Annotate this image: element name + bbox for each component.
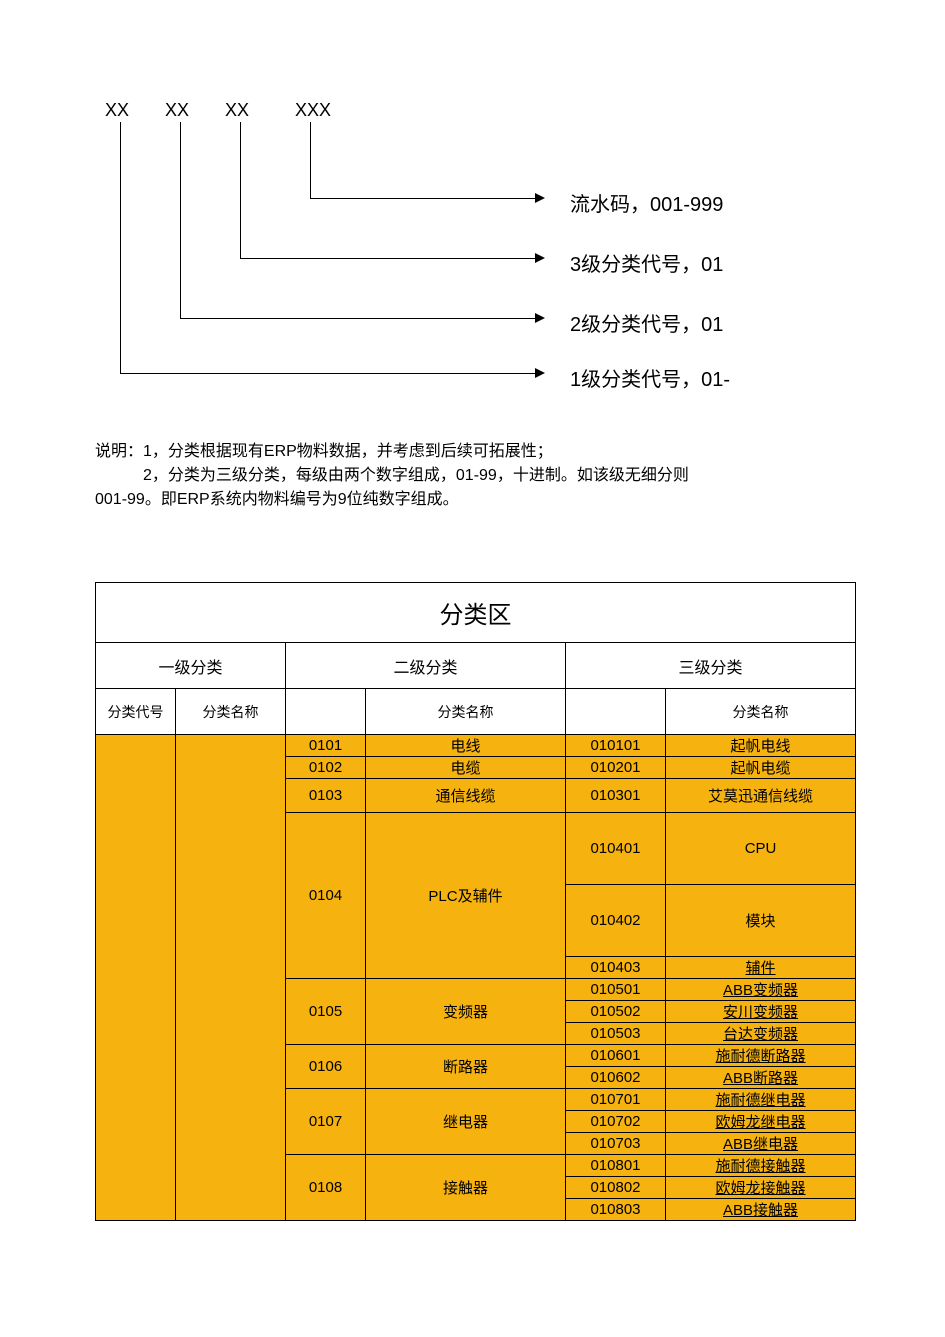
l3-name-cell: 艾莫迅通信线缆: [666, 779, 856, 813]
l2-name-cell: 断路器: [366, 1045, 566, 1089]
l3-name-cell: 台达变频器: [666, 1023, 856, 1045]
l2-name-cell: PLC及辅件: [366, 813, 566, 979]
l3-code-cell: 010502: [566, 1001, 666, 1023]
group-header-3: 三级分类: [566, 643, 856, 689]
l2-name-cell: 电线: [366, 735, 566, 757]
l2-code-cell: 0105: [286, 979, 366, 1045]
l3-code-cell: 010503: [566, 1023, 666, 1045]
l3-code-cell: 010801: [566, 1155, 666, 1177]
segment-2: XX: [165, 100, 189, 121]
l2-name-cell: 继电器: [366, 1089, 566, 1155]
note-line-2: 2，分类为三级分类，每级由两个数字组成，01-99，十进制。如该级无细分则: [95, 464, 850, 488]
l3-name-cell: 安川变频器: [666, 1001, 856, 1023]
sub-header-6: 分类名称: [666, 689, 856, 735]
stem-1-h: [120, 373, 535, 374]
stem-3-h: [240, 258, 535, 259]
stem-2-h: [180, 318, 535, 319]
l1-name-cell: [176, 735, 286, 1221]
arrow-4: [535, 193, 545, 203]
segment-1: XX: [105, 100, 129, 121]
l2-code-cell: 0104: [286, 813, 366, 979]
l3-name-cell: 起帆电线: [666, 735, 856, 757]
desc-3: 3级分类代号，01: [570, 248, 723, 277]
l1-code-cell: [96, 735, 176, 1221]
l3-code-cell: 010301: [566, 779, 666, 813]
desc-2: 2级分类代号，01: [570, 308, 723, 337]
arrow-3: [535, 253, 545, 263]
l2-code-cell: 0103: [286, 779, 366, 813]
l3-name-cell: 施耐德接触器: [666, 1155, 856, 1177]
l3-name-cell: ABB变频器: [666, 979, 856, 1001]
l3-code-cell: 010101: [566, 735, 666, 757]
stem-4-v: [310, 122, 311, 198]
l3-code-cell: 010403: [566, 957, 666, 979]
l3-code-cell: 010601: [566, 1045, 666, 1067]
l3-name-cell: ABB继电器: [666, 1133, 856, 1155]
l3-name-cell: CPU: [666, 813, 856, 885]
sub-header-4: 分类名称: [366, 689, 566, 735]
l3-code-cell: 010703: [566, 1133, 666, 1155]
desc-4: 流水码，001-999: [570, 188, 723, 217]
l3-code-cell: 010602: [566, 1067, 666, 1089]
l3-name-cell: 欧姆龙继电器: [666, 1111, 856, 1133]
l3-code-cell: 010802: [566, 1177, 666, 1199]
l2-name-cell: 变频器: [366, 979, 566, 1045]
l3-name-cell: 施耐德断路器: [666, 1045, 856, 1067]
stem-4-h: [310, 198, 535, 199]
stem-3-v: [240, 122, 241, 258]
arrow-1: [535, 368, 545, 378]
group-header-2: 二级分类: [286, 643, 566, 689]
l3-name-cell: ABB接触器: [666, 1199, 856, 1221]
sub-header-3: [286, 689, 366, 735]
note-line-3: 001-99。即ERP系统内物料编号为9位纯数字组成。: [95, 488, 850, 512]
segment-3: XX: [225, 100, 249, 121]
sub-header-1: 分类代号: [96, 689, 176, 735]
l2-code-cell: 0106: [286, 1045, 366, 1089]
l2-code-cell: 0101: [286, 735, 366, 757]
l3-code-cell: 010501: [566, 979, 666, 1001]
l3-code-cell: 010701: [566, 1089, 666, 1111]
l2-code-cell: 0107: [286, 1089, 366, 1155]
l2-code-cell: 0102: [286, 757, 366, 779]
l3-name-cell: 模块: [666, 885, 856, 957]
l3-name-cell: 起帆电缆: [666, 757, 856, 779]
segment-4: XXX: [295, 100, 331, 121]
table-title: 分类区: [96, 583, 856, 643]
l2-name-cell: 接触器: [366, 1155, 566, 1221]
l3-code-cell: 010402: [566, 885, 666, 957]
l2-name-cell: 电缆: [366, 757, 566, 779]
l3-name-cell: ABB断路器: [666, 1067, 856, 1089]
stem-1-v: [120, 122, 121, 373]
l2-code-cell: 0108: [286, 1155, 366, 1221]
arrow-2: [535, 313, 545, 323]
note-line-1: 说明：1，分类根据现有ERP物料数据，并考虑到后续可拓展性；: [95, 440, 850, 464]
l3-name-cell: 欧姆龙接触器: [666, 1177, 856, 1199]
l3-name-cell: 辅件: [666, 957, 856, 979]
l3-name-cell: 施耐德继电器: [666, 1089, 856, 1111]
desc-1: 1级分类代号，01-: [570, 363, 730, 392]
l3-code-cell: 010702: [566, 1111, 666, 1133]
l3-code-cell: 010401: [566, 813, 666, 885]
l3-code-cell: 010803: [566, 1199, 666, 1221]
code-structure-diagram: XX XX XX XXX 流水码，001-999 3级分类代号，01 2级分类代…: [95, 100, 855, 380]
sub-header-2: 分类名称: [176, 689, 286, 735]
l3-code-cell: 010201: [566, 757, 666, 779]
l2-name-cell: 通信线缆: [366, 779, 566, 813]
classification-table: 分类区 一级分类 二级分类 三级分类 分类代号 分类名称 分类名称 分类名称 0…: [95, 582, 856, 1221]
stem-2-v: [180, 122, 181, 318]
sub-header-5: [566, 689, 666, 735]
notes-block: 说明：1，分类根据现有ERP物料数据，并考虑到后续可拓展性； 2，分类为三级分类…: [95, 440, 850, 512]
group-header-1: 一级分类: [96, 643, 286, 689]
